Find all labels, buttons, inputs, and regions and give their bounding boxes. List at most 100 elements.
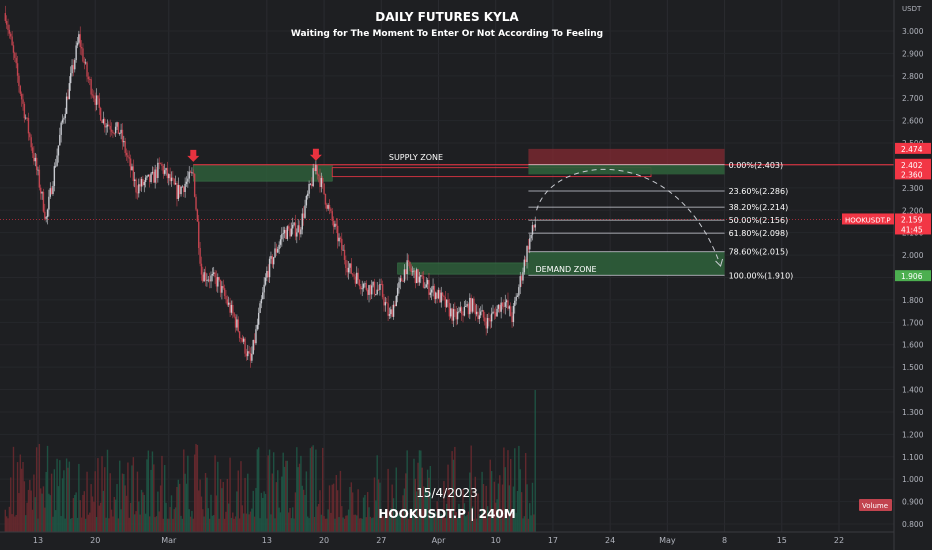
candle-body bbox=[507, 300, 509, 309]
volume-bar bbox=[174, 507, 177, 532]
volume-bar bbox=[394, 518, 396, 532]
volume-bar bbox=[52, 516, 54, 532]
volume-bar bbox=[109, 473, 111, 532]
volume-bar bbox=[14, 516, 16, 532]
volume-bar bbox=[63, 470, 65, 532]
candle-body bbox=[296, 232, 298, 237]
candle-body bbox=[33, 153, 35, 162]
price-candles bbox=[4, 5, 536, 368]
volume-bar bbox=[61, 478, 64, 532]
candle-body bbox=[391, 309, 393, 317]
symbol-tag bbox=[842, 213, 894, 225]
price-tick-label: 2.900 bbox=[902, 49, 924, 58]
candle-body bbox=[512, 305, 515, 323]
volume-bar bbox=[441, 516, 444, 532]
candle-body bbox=[144, 177, 147, 182]
candle-body bbox=[108, 124, 110, 126]
volume-bar bbox=[25, 515, 27, 532]
candle-body bbox=[330, 208, 332, 212]
volume-bar bbox=[486, 506, 489, 532]
volume-bar bbox=[443, 481, 445, 532]
candle-body bbox=[142, 179, 144, 186]
candle-body bbox=[454, 309, 456, 312]
volume-bar bbox=[439, 518, 441, 532]
candle-body bbox=[417, 269, 419, 283]
volume-bar bbox=[221, 488, 223, 532]
time-tick-label: 13 bbox=[262, 536, 272, 545]
volume-bar bbox=[451, 451, 453, 532]
volume-bar bbox=[508, 485, 511, 532]
candle-body bbox=[45, 217, 47, 219]
volume-bar bbox=[255, 488, 257, 532]
annotations: SUPPLY ZONE DEMAND ZONE bbox=[0, 148, 894, 274]
volume-bar bbox=[260, 492, 263, 532]
volume-bar bbox=[207, 508, 209, 532]
candle-body bbox=[11, 36, 13, 46]
candle-body bbox=[264, 277, 267, 285]
candle-body bbox=[475, 311, 478, 315]
volume-bar bbox=[407, 518, 410, 532]
candle-body bbox=[430, 289, 433, 293]
projected-arrowhead bbox=[715, 258, 724, 267]
volume-bar bbox=[188, 509, 190, 532]
volume-bar bbox=[222, 482, 224, 532]
volume-bar bbox=[180, 515, 182, 532]
volume-bar bbox=[228, 503, 230, 532]
volume-bar bbox=[484, 515, 486, 532]
candle-body bbox=[424, 287, 426, 289]
volume-bar bbox=[67, 467, 69, 532]
volume-bar bbox=[159, 485, 162, 532]
volume-bar bbox=[488, 517, 490, 532]
volume-bar bbox=[144, 513, 147, 532]
volume-bar bbox=[27, 489, 30, 532]
candle-body bbox=[439, 290, 441, 303]
candle-body bbox=[420, 275, 422, 277]
volume-bar bbox=[301, 485, 303, 532]
candle-body bbox=[505, 300, 508, 303]
volume-bar bbox=[429, 465, 432, 532]
volume-bar bbox=[527, 518, 530, 532]
candle-body bbox=[65, 96, 68, 114]
volume-bar bbox=[142, 492, 144, 532]
volume-bar bbox=[76, 517, 79, 532]
candle-body bbox=[251, 353, 253, 361]
candle-body bbox=[349, 263, 351, 268]
volume-bar bbox=[456, 517, 459, 532]
candle-body bbox=[272, 257, 275, 265]
candle-body bbox=[375, 294, 377, 295]
candle-body bbox=[305, 195, 308, 206]
candle-body bbox=[8, 29, 11, 34]
fib-demand-fill bbox=[528, 251, 725, 276]
volume-bar bbox=[417, 462, 419, 532]
candle-body bbox=[42, 192, 45, 212]
candle-body bbox=[401, 278, 403, 282]
candle-body bbox=[204, 272, 207, 281]
candle-body bbox=[202, 274, 204, 282]
volume-bar bbox=[240, 461, 242, 532]
volume-bar bbox=[56, 458, 58, 532]
volume-bar bbox=[274, 518, 276, 532]
candle-body bbox=[31, 147, 34, 154]
volume-bar bbox=[19, 454, 21, 532]
candle-body bbox=[238, 331, 241, 339]
volume-bar bbox=[185, 483, 188, 532]
candle-body bbox=[199, 247, 201, 264]
volume-bar bbox=[238, 518, 241, 532]
volume-bar bbox=[268, 449, 271, 532]
volume-bar bbox=[26, 502, 28, 532]
candle-body bbox=[99, 107, 102, 121]
candle-body bbox=[516, 295, 519, 297]
volume-bar bbox=[116, 484, 118, 532]
candle-body bbox=[132, 166, 135, 181]
volume-bar bbox=[266, 518, 268, 532]
volume-bar bbox=[168, 518, 170, 532]
volume-bar bbox=[65, 458, 68, 532]
volume-bar bbox=[354, 514, 357, 532]
candle-body bbox=[458, 311, 460, 313]
volume-bar bbox=[34, 497, 36, 532]
candle-body bbox=[185, 181, 188, 184]
candle-body bbox=[289, 228, 291, 237]
volume-bar bbox=[30, 490, 32, 532]
candle-body bbox=[83, 61, 86, 64]
